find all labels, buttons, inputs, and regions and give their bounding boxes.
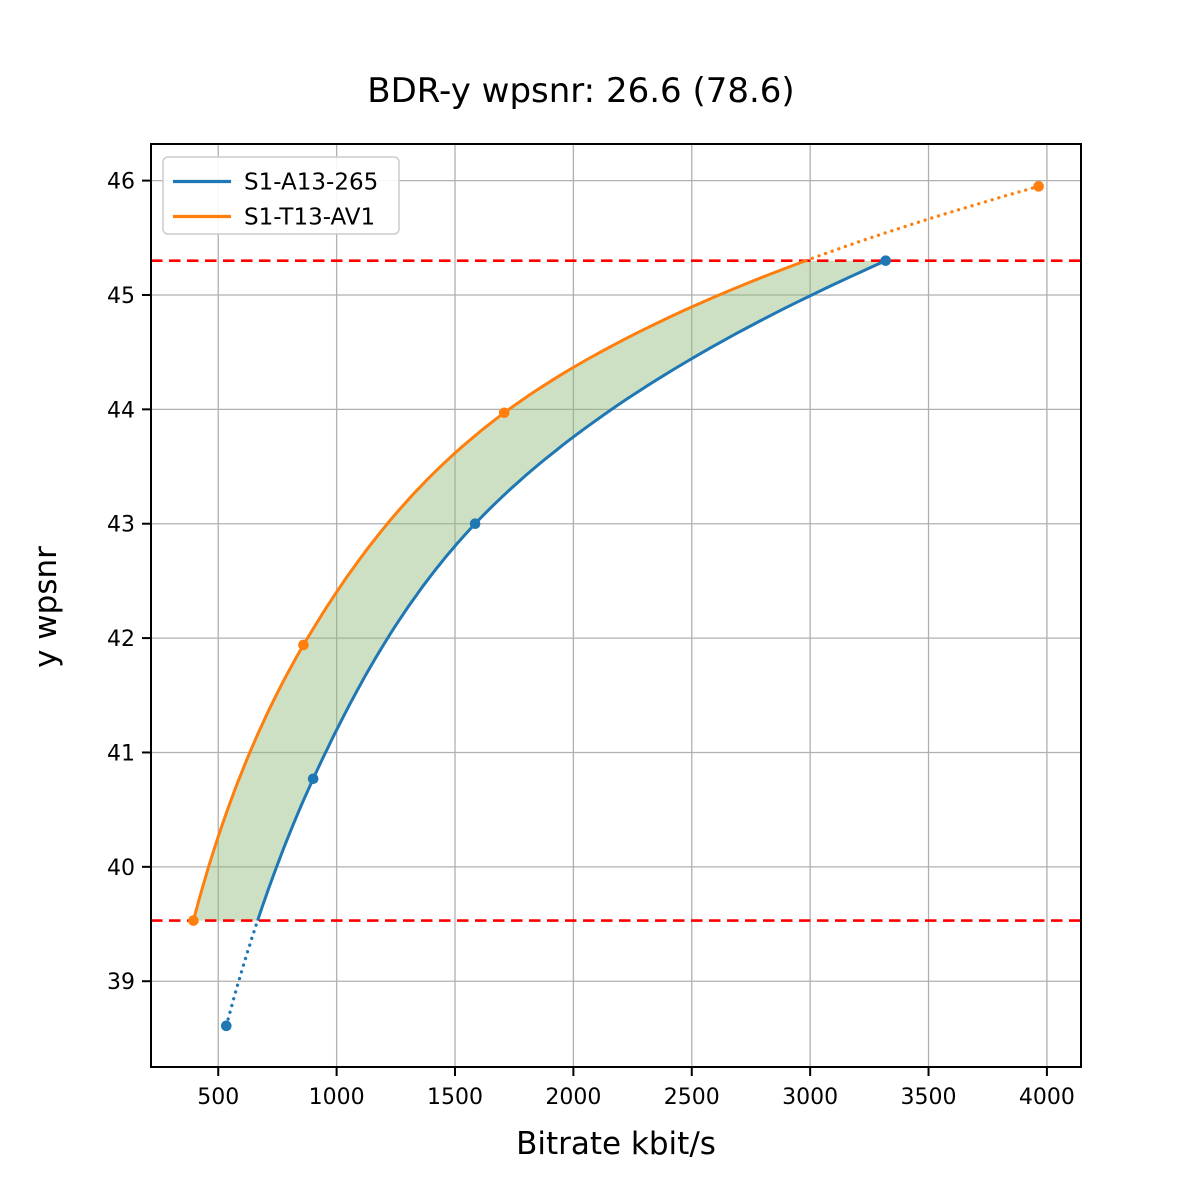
series-line-S1-T13-AV1	[191, 259, 807, 921]
x-tick-label: 500	[197, 1085, 239, 1110]
x-tick-label: 4000	[1019, 1085, 1075, 1110]
y-tick-label: 39	[107, 970, 135, 995]
chart-title: BDR-y wpsnr: 26.6 (78.6)	[367, 71, 795, 111]
y-tick-label: 42	[107, 627, 135, 652]
series-line-dotted-S1-A13-265	[224, 918, 260, 1028]
series-marker-S1-T13-AV1	[498, 407, 510, 419]
y-tick-label: 44	[107, 398, 135, 423]
series-marker-S1-A13-265	[880, 255, 891, 266]
x-tick-label: 1500	[427, 1085, 483, 1110]
series-marker-S1-A13-265	[220, 1020, 232, 1032]
legend-label-S1-A13-265: S1-A13-265	[244, 170, 378, 196]
y-tick-label: 45	[107, 284, 135, 309]
legend-box	[162, 156, 400, 235]
series-marker-S1-A13-265	[469, 518, 481, 530]
y-tick-label: 41	[107, 741, 135, 766]
y-tick-label: 43	[107, 513, 135, 538]
y-tick-label: 46	[107, 170, 135, 195]
x-tick-label: 3000	[782, 1085, 838, 1110]
series-marker-S1-T13-AV1	[188, 915, 199, 926]
y-tick-label: 40	[107, 856, 135, 881]
x-tick-label: 2000	[545, 1085, 601, 1110]
plot-border	[150, 143, 1082, 1068]
series-line-S1-A13-265	[256, 259, 887, 922]
series-marker-S1-T13-AV1	[1033, 181, 1044, 192]
series-marker-S1-A13-265	[307, 773, 319, 785]
series-line-dotted-S1-T13-AV1	[804, 184, 1041, 263]
legend-label-S1-T13-AV1: S1-T13-AV1	[244, 205, 375, 231]
x-tick-label: 1000	[309, 1085, 365, 1110]
x-tick-label: 2500	[664, 1085, 720, 1110]
series-marker-S1-T13-AV1	[298, 639, 309, 651]
x-tick-label: 3500	[901, 1085, 957, 1110]
bd-overlap-fill	[193, 260, 886, 921]
x-axis-label: Bitrate kbit/s	[516, 1126, 716, 1162]
